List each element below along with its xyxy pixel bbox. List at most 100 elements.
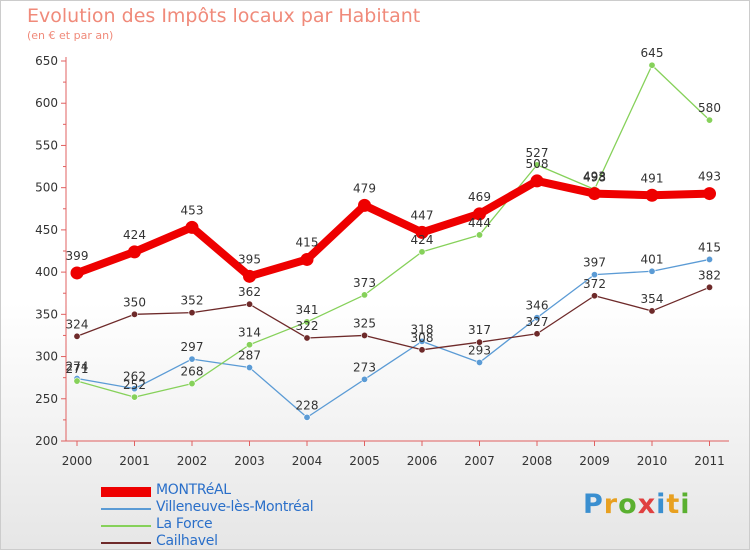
legend-swatch [101,542,151,544]
data-label: 415 [296,235,319,249]
logo-letter: t [666,489,681,520]
data-point [705,116,713,124]
data-label: 228 [296,398,319,412]
y-tick-label: 650 [35,54,58,68]
data-point [188,355,196,363]
data-point [475,358,483,366]
data-label: 346 [526,299,549,313]
x-tick-label: 2010 [637,454,668,468]
data-label: 324 [66,317,89,331]
legend-swatch [101,487,151,497]
legend-label: MONTRéAL [156,482,231,498]
logo-letter: i [680,489,691,520]
logo-letter: i [656,489,667,520]
data-point [475,338,483,346]
data-label: 498 [583,170,606,184]
x-tick-label: 2011 [694,454,725,468]
data-label: 508 [526,157,549,171]
data-label: 645 [641,46,664,60]
x-tick-label: 2007 [464,454,495,468]
y-tick-label: 500 [35,181,58,195]
logo-letter: o [618,489,638,520]
data-point [590,292,598,300]
data-point [590,271,598,279]
data-label: 479 [353,181,376,195]
data-label: 527 [526,146,549,160]
data-label: 395 [238,252,261,266]
data-label: 317 [468,323,491,337]
data-label: 362 [238,285,261,299]
data-label: 287 [238,349,261,363]
data-label: 382 [698,268,721,282]
data-point [533,330,541,338]
data-label: 397 [583,256,606,270]
legend-label: La Force [156,516,213,532]
data-label: 580 [698,101,721,115]
data-label: 322 [296,319,319,333]
x-tick-label: 2009 [579,454,610,468]
x-tick-label: 2000 [62,454,93,468]
data-label: 352 [181,294,204,308]
y-tick-label: 450 [35,223,58,237]
data-point [648,267,656,275]
proxiti-logo: Proxiti [583,489,691,520]
data-label: 325 [353,316,376,330]
data-label: 271 [66,362,89,376]
y-tick-label: 300 [35,350,58,364]
x-tick-label: 2005 [349,454,380,468]
data-label: 493 [583,170,606,184]
data-point [645,188,659,202]
data-label: 341 [296,303,319,317]
data-point [360,331,368,339]
data-label: 373 [353,276,376,290]
data-point [131,385,139,393]
data-point [533,161,541,169]
data-point [246,341,254,349]
data-point [418,337,426,345]
data-label: 350 [123,295,146,309]
y-tick-label: 350 [35,307,58,321]
data-point [358,198,371,212]
data-point [246,300,254,308]
data-point [131,393,139,401]
x-tick-label: 2008 [522,454,553,468]
x-tick-label: 2001 [119,454,150,468]
x-tick-label: 2004 [292,454,323,468]
series-line [76,258,711,419]
data-point [648,307,656,315]
data-point [73,332,81,340]
chart-title: Evolution des Impôts locaux par Habitant [27,5,421,27]
data-point [473,207,486,221]
data-label: 424 [123,228,146,242]
logo-letter: P [583,489,604,520]
data-point [73,377,81,385]
series-line [76,286,711,351]
data-point [360,291,368,299]
data-point [705,255,713,263]
data-point [303,318,311,326]
data-point [475,231,483,239]
data-label: 444 [468,216,491,230]
data-label: 297 [181,340,204,354]
data-label: 273 [353,360,376,374]
legend-label: Villeneuve-lès-Montréal [156,499,314,515]
data-point [131,310,139,318]
y-tick-label: 600 [35,96,58,110]
x-tick-label: 2002 [177,454,208,468]
series-line [73,176,714,281]
data-point [360,375,368,383]
data-label: 268 [181,365,204,379]
data-label: 493 [698,170,721,184]
data-label: 293 [468,343,491,357]
data-label: 372 [583,277,606,291]
legend-label: Cailhavel [156,533,218,549]
data-point [188,380,196,388]
data-label: 401 [641,252,664,266]
data-label: 399 [66,249,89,263]
data-point [418,248,426,256]
data-label: 308 [411,331,434,345]
data-label: 274 [66,360,89,374]
data-point [300,252,314,266]
data-point [128,245,141,259]
